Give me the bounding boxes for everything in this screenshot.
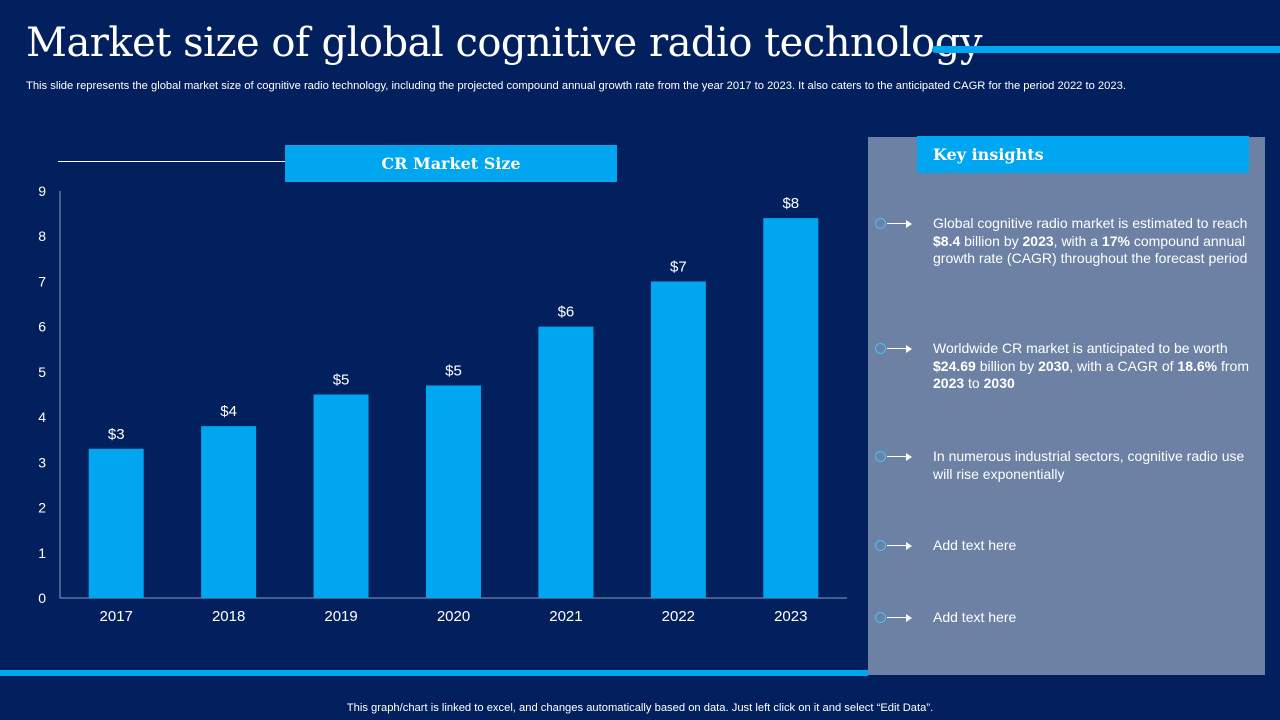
x-tick-label-2020: 2020: [437, 608, 470, 625]
bar-2020: [426, 385, 481, 598]
x-tick-label-2022: 2022: [662, 608, 695, 625]
x-tick-label-2023: 2023: [774, 608, 807, 625]
chart-bars: [88, 218, 819, 598]
insight-text-2[interactable]: Worldwide CR market is anticipated to be…: [933, 340, 1249, 391]
data-label-2019: $5: [333, 372, 350, 389]
slide-subtitle: This slide represents the global market …: [26, 80, 1126, 92]
y-tick-label: 3: [38, 454, 46, 470]
y-axis-ticks: 0 1 2 3 4 5 6 7 8 9: [38, 183, 46, 606]
insight-text-4[interactable]: Add text here: [933, 537, 1017, 553]
y-tick-label: 7: [38, 273, 46, 289]
y-tick-label: 2: [38, 500, 46, 516]
bar-2018: [201, 426, 257, 598]
data-label-2021: $6: [558, 304, 575, 321]
insights-title: Key insights: [917, 136, 1249, 173]
title-accent-bar: [932, 46, 1280, 53]
bar-2023: [763, 218, 819, 598]
bullet-arrow-icon: [875, 539, 913, 553]
bar-2017: [88, 448, 144, 598]
chart-title: CR Market Size: [285, 145, 617, 182]
x-tick-label-2017: 2017: [100, 608, 133, 625]
bullet-arrow-icon: [875, 217, 913, 231]
insight-text-3[interactable]: In numerous industrial sectors, cognitiv…: [933, 448, 1245, 482]
insight-text-5[interactable]: Add text here: [933, 609, 1017, 625]
insight-text-1[interactable]: Global cognitive radio market is estimat…: [933, 215, 1248, 266]
data-label-2017: $3: [108, 426, 125, 443]
slide-title: Market size of global cognitive radio te…: [26, 20, 982, 66]
data-label-2022: $7: [670, 258, 687, 275]
bar-2021: [538, 326, 594, 598]
data-label-2018: $4: [220, 403, 237, 420]
y-tick-label: 1: [38, 545, 46, 561]
bar-2022: [650, 281, 706, 598]
x-tick-label-2018: 2018: [212, 608, 245, 625]
bullet-arrow-icon: [875, 611, 913, 625]
bottom-accent-bar: [0, 670, 868, 676]
y-tick-label: 9: [38, 183, 46, 199]
bar-2019: [313, 394, 369, 598]
bullet-arrow-icon: [875, 450, 913, 464]
slide-footer-note: This graph/chart is linked to excel, and…: [346, 702, 934, 714]
bar-data-labels: $3 $4 $5 $5 $6 $7 $8: [108, 195, 799, 443]
x-axis-ticks: 2017 2018 2019 2020 2021 2022 2023: [100, 608, 808, 625]
data-label-2023: $8: [782, 195, 799, 212]
data-label-2020: $5: [445, 362, 462, 379]
y-tick-label: 4: [38, 409, 46, 425]
y-tick-label: 6: [38, 319, 46, 335]
y-tick-label: 5: [38, 364, 46, 380]
x-tick-label-2021: 2021: [549, 608, 582, 625]
y-tick-label: 8: [38, 228, 46, 244]
x-tick-label-2019: 2019: [324, 608, 357, 625]
y-tick-label: 0: [38, 590, 46, 606]
chart-header-line: [58, 161, 286, 162]
insights-panel: [868, 137, 1265, 675]
bullet-arrow-icon: [875, 342, 913, 356]
